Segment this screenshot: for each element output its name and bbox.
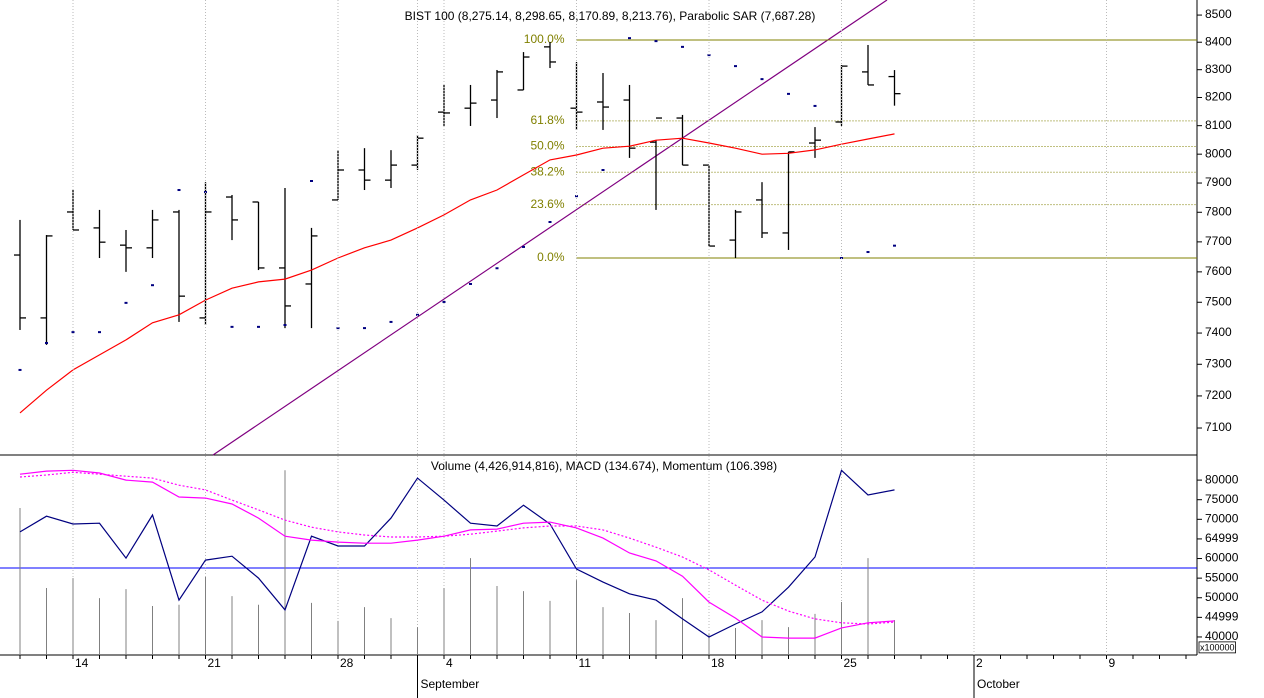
x-tick-label: 25 bbox=[844, 656, 858, 670]
month-label: September bbox=[421, 677, 480, 691]
y-tick-label: 7900 bbox=[1205, 175, 1232, 189]
unit-box bbox=[1198, 641, 1236, 654]
x-tick-label: 14 bbox=[75, 656, 89, 670]
x-tick-label: 4 bbox=[446, 656, 453, 670]
y-tick-label: 8300 bbox=[1205, 62, 1232, 76]
y-tick-label: 8000 bbox=[1205, 146, 1232, 160]
fib-label: 100.0% bbox=[524, 32, 565, 46]
fib-label: 50.0% bbox=[530, 139, 564, 153]
fib-label: 61.8% bbox=[530, 113, 564, 127]
y-tick-label: 70000 bbox=[1205, 511, 1239, 525]
fib-label: 23.6% bbox=[530, 197, 564, 211]
x-tick-label: 28 bbox=[340, 656, 354, 670]
series-line bbox=[19, 471, 895, 625]
month-label: October bbox=[977, 677, 1020, 691]
x-tick-label: 21 bbox=[208, 656, 222, 670]
series-line bbox=[19, 469, 895, 638]
y-tick-label: 64999 bbox=[1205, 531, 1239, 545]
indicator-title: Volume (4,426,914,816), MACD (134.674), … bbox=[431, 459, 777, 473]
y-tick-label: 55000 bbox=[1205, 570, 1239, 584]
y-tick-label: 7400 bbox=[1205, 325, 1232, 339]
y-tick-label: 7300 bbox=[1205, 356, 1232, 370]
x-tick-label: 18 bbox=[711, 656, 725, 670]
x-tick-label: 9 bbox=[1109, 656, 1116, 670]
x-tick-label: 11 bbox=[579, 656, 592, 670]
x-tick-label: 2 bbox=[976, 656, 983, 670]
price-title: BIST 100 (8,275.14, 8,298.65, 8,170.89, … bbox=[405, 9, 816, 23]
y-tick-label: 44999 bbox=[1205, 610, 1239, 624]
y-tick-label: 7600 bbox=[1205, 264, 1232, 278]
trend-line bbox=[212, 0, 888, 456]
fib-label: 0.0% bbox=[537, 250, 565, 264]
y-tick-label: 40000 bbox=[1205, 629, 1239, 643]
y-tick-label: 7100 bbox=[1205, 420, 1232, 434]
unit-label: x100000 bbox=[1200, 642, 1235, 652]
y-tick-label: 80000 bbox=[1205, 472, 1239, 486]
series-line bbox=[19, 469, 895, 639]
y-tick-label: 75000 bbox=[1205, 492, 1239, 506]
y-tick-label: 7700 bbox=[1205, 234, 1232, 248]
y-tick-label: 8100 bbox=[1205, 118, 1232, 132]
y-tick-label: 7200 bbox=[1205, 388, 1232, 402]
y-tick-label: 7500 bbox=[1205, 294, 1232, 308]
y-tick-label: 7800 bbox=[1205, 204, 1232, 218]
y-tick-label: 50000 bbox=[1205, 590, 1239, 604]
y-tick-label: 8500 bbox=[1205, 7, 1232, 21]
y-tick-label: 8200 bbox=[1205, 90, 1232, 104]
y-tick-label: 8400 bbox=[1205, 34, 1232, 48]
series-line bbox=[19, 133, 895, 414]
y-tick-label: 60000 bbox=[1205, 551, 1239, 565]
fib-label: 38.2% bbox=[530, 164, 564, 178]
